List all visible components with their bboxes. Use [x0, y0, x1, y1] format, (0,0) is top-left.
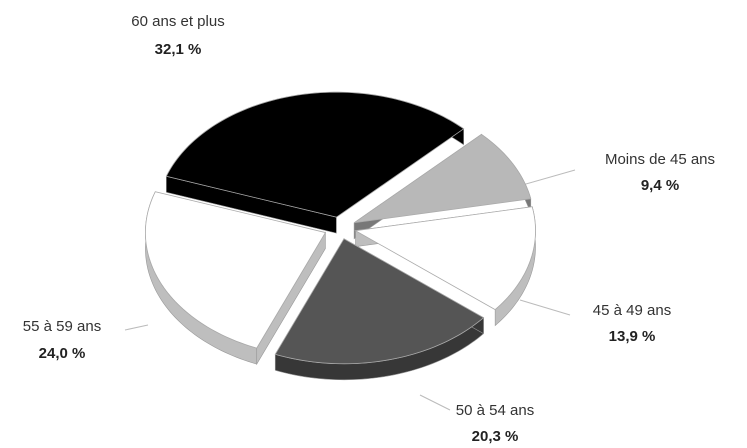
slice-value: 20,3 %: [472, 428, 519, 445]
slice: [145, 191, 327, 349]
slice: [354, 206, 536, 311]
slice-label: 55 à 59 ans: [23, 318, 101, 335]
slice: [165, 91, 465, 218]
slice-value: 9,4 %: [641, 177, 679, 194]
leader-line: [419, 394, 451, 411]
labels: Moins de 45 ans 9,4 % 45 à 49 ans 13,9 % 50 …: [23, 13, 715, 445]
slice-label: 60 ans et plus: [131, 13, 224, 30]
slice-label: 50 à 54 ans: [456, 402, 534, 419]
leader-line: [519, 299, 571, 316]
leader-line: [124, 324, 149, 331]
slice-label: Moins de 45 ans: [605, 151, 715, 168]
slice-value: 32,1 %: [155, 41, 202, 58]
slice: [274, 238, 485, 365]
slice-value: 24,0 %: [39, 345, 86, 362]
pie: [145, 91, 536, 381]
slice-label: 45 à 49 ans: [593, 302, 671, 319]
slice: [353, 133, 532, 224]
slice-value: 13,9 %: [609, 328, 656, 345]
